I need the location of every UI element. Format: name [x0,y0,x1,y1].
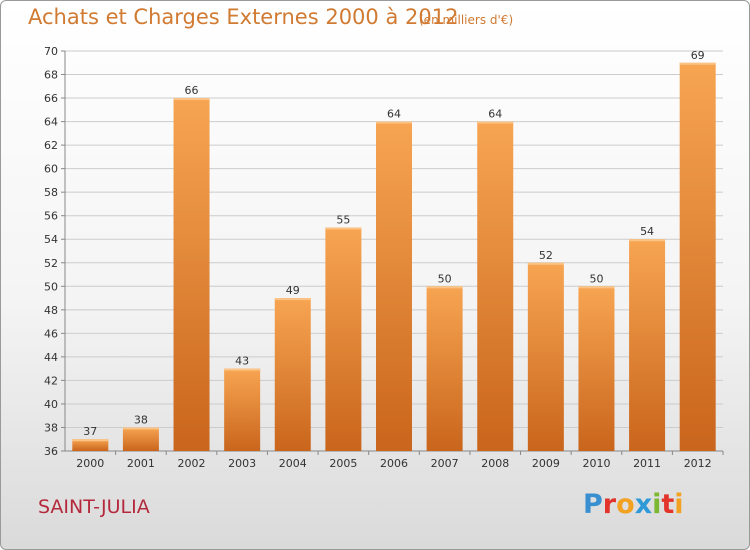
x-tick-label-2003: 2003 [228,457,256,470]
y-tick-label: 54 [44,233,58,246]
bar-top-highlight [122,427,159,430]
data-label-2008: 64 [488,108,502,121]
x-tick-label-2007: 2007 [431,457,459,470]
bar-2011 [629,239,666,451]
bar-2003 [224,368,261,451]
logo-letter: o [616,489,635,520]
x-tick-label-2011: 2011 [633,457,661,470]
bar-top-highlight [376,121,412,124]
y-axis-ticks: 36 38 40 42 44 46 48 50 52 54 56 58 60 62 64 66 68 70 [44,45,65,458]
bar-2005 [325,227,362,451]
data-label-2005: 55 [336,213,350,226]
chart-subtitle: (en milliers d'€) [419,13,514,27]
x-tick-label-2010: 2010 [582,457,610,470]
logo-letter: i [652,489,662,520]
logo-letter: P [583,489,603,520]
chart-title: Achats et Charges Externes 2000 à 2012 [28,5,459,29]
y-tick-label: 44 [44,351,58,364]
commune-name: SAINT-JULIA [38,496,150,518]
x-tick-label-2002: 2002 [178,457,206,470]
bars [72,62,716,452]
data-label-2009: 52 [539,249,553,262]
data-label-2010: 50 [589,272,603,285]
bar-2009 [527,262,564,451]
y-tick-label: 58 [44,186,58,199]
logo-letter: r [602,489,617,520]
data-label-2006: 64 [387,108,401,121]
y-tick-label: 62 [44,139,58,152]
bar-2012 [679,62,716,451]
y-tick-label: 38 [44,421,58,434]
bar-top-highlight [426,286,463,289]
bar-2004 [274,298,311,451]
bar-2000 [72,439,109,451]
proxiti-logo: Proxiti [583,489,684,520]
y-tick-label: 70 [44,45,58,58]
y-tick-label: 46 [44,327,58,340]
data-labels: 37 38 66 43 49 55 64 50 64 52 50 54 69 [83,49,704,438]
bar-2008 [477,121,514,452]
bar-top-highlight [173,98,210,101]
x-tick-label-2000: 2000 [76,457,104,470]
bar-top-highlight [527,262,564,265]
y-tick-label: 52 [44,257,58,270]
y-tick-label: 40 [44,398,58,411]
x-tick-label-2008: 2008 [481,457,509,470]
y-tick-label: 48 [44,304,58,317]
logo-letter: x [634,489,653,520]
y-tick-label: 42 [44,374,58,387]
y-tick-label: 64 [44,116,58,129]
y-tick-label: 56 [44,210,58,223]
data-label-2012: 69 [691,49,705,62]
x-tick-label-2009: 2009 [532,457,560,470]
bar-top-highlight [274,298,311,301]
bar-2007 [426,286,463,451]
bar-2002 [173,98,210,451]
x-tick-label-2012: 2012 [684,457,712,470]
x-tick-label-2006: 2006 [380,457,408,470]
bar-top-highlight [679,62,716,65]
bar-top-highlight [72,439,109,442]
logo-letter: i [674,489,684,520]
bar-top-highlight [224,368,261,371]
bar-top-highlight [578,286,615,289]
data-label-2000: 37 [83,425,97,438]
data-label-2007: 50 [438,272,452,285]
bar-top-highlight [325,227,362,230]
x-axis-ticks: 2000 2001 2002 2003 2004 2005 2006 2007 2008 2009… [76,451,724,470]
bar-2010 [578,286,615,451]
data-label-2003: 43 [235,355,249,368]
x-tick-label-2001: 2001 [127,457,155,470]
bar-2001 [122,427,159,451]
data-label-2004: 49 [286,284,300,297]
y-tick-label: 66 [44,92,58,105]
y-tick-label: 50 [44,280,58,293]
data-label-2011: 54 [640,225,654,238]
data-label-2002: 66 [185,84,199,97]
bar-top-highlight [477,121,514,124]
x-tick-label-2005: 2005 [329,457,357,470]
y-tick-label: 36 [44,445,58,458]
logo-letter: t [661,489,675,520]
bar-top-highlight [629,239,666,242]
bar-2006 [376,121,412,452]
y-tick-label: 68 [44,69,58,82]
data-label-2001: 38 [134,413,148,426]
y-tick-label: 60 [44,163,58,176]
x-tick-label-2004: 2004 [279,457,307,470]
